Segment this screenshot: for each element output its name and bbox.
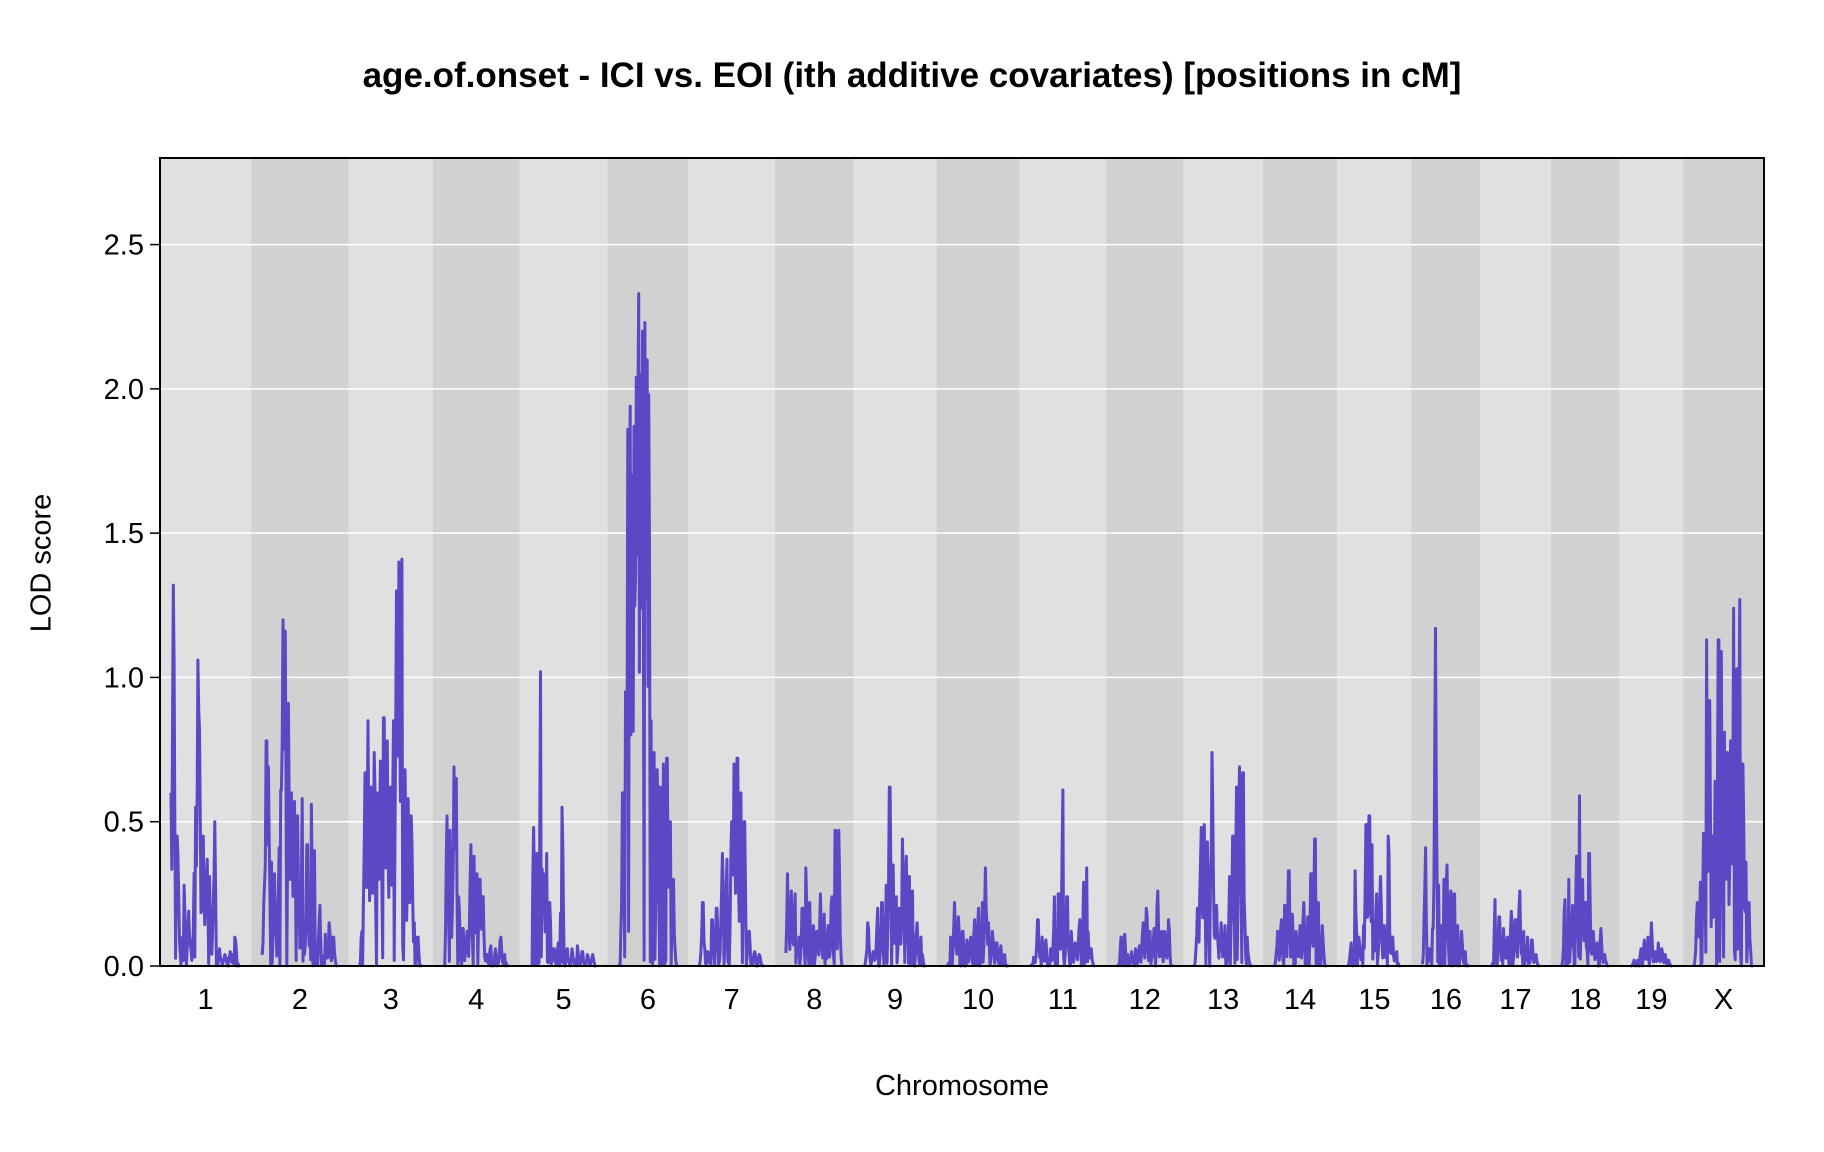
lod-line-chr-18 — [1560, 794, 1610, 968]
x-tick-label-16: 16 — [1430, 984, 1462, 1016]
chromosome-band-19 — [1619, 158, 1684, 966]
chart-title: age.of.onset - ICI vs. EOI (ith additive… — [362, 56, 1462, 95]
lod-line-chr-3 — [358, 557, 423, 968]
y-tick-label-2: 1.0 — [104, 662, 144, 694]
lod-line-chr-10 — [946, 866, 1010, 968]
x-tick-label-19: 19 — [1635, 984, 1667, 1016]
lod-line-chr-13 — [1192, 751, 1253, 968]
chromosome-band-12 — [1106, 158, 1184, 966]
chromosome-band-13 — [1183, 158, 1263, 966]
chromosome-band-18 — [1550, 158, 1620, 966]
y-gridlines — [160, 243, 1764, 823]
y-tick-label-1: 0.5 — [104, 807, 144, 839]
chromosome-band-15 — [1337, 158, 1412, 966]
y-axis-ticks: 0.0 0.5 1.0 1.5 2.0 2.5 — [104, 230, 160, 983]
x-tick-label-15: 15 — [1358, 984, 1390, 1016]
chromosome-band-17 — [1480, 158, 1551, 966]
chromosome-band-16 — [1411, 158, 1481, 966]
chromosome-band-14 — [1262, 158, 1338, 966]
x-tick-label-10: 10 — [962, 984, 994, 1016]
chromosome-band-10 — [936, 158, 1020, 966]
lod-line-chr-16 — [1421, 626, 1470, 968]
lod-line-chr-14 — [1273, 837, 1327, 968]
plot-frame — [159, 157, 1765, 967]
lod-line-chr-6 — [617, 292, 679, 968]
lod-line-chr-X — [1692, 598, 1754, 968]
x-tick-label-3: 3 — [383, 984, 399, 1016]
x-tick-label-11: 11 — [1048, 984, 1078, 1016]
y-tick-label-4: 2.0 — [104, 374, 144, 406]
x-tick-label-X: X — [1714, 984, 1733, 1016]
lod-line-chr-1 — [169, 583, 241, 968]
chromosome-band-9 — [853, 158, 937, 966]
y-tick-label-5: 2.5 — [104, 230, 144, 262]
chromosome-band-8 — [774, 158, 854, 966]
x-tick-label-12: 12 — [1129, 984, 1161, 1016]
x-tick-label-4: 4 — [468, 984, 484, 1016]
lod-line-chr-15 — [1346, 814, 1402, 968]
lod-series — [169, 292, 1754, 968]
x-tick-label-5: 5 — [555, 984, 571, 1016]
x-tick-label-18: 18 — [1569, 984, 1601, 1016]
x-tick-label-9: 9 — [887, 984, 903, 1016]
lod-line-chr-4 — [443, 765, 510, 968]
lod-line-chr-2 — [260, 618, 339, 968]
y-tick-label-3: 1.5 — [104, 518, 144, 550]
x-tick-label-14: 14 — [1284, 984, 1316, 1016]
x-axis-ticks: 1 2 3 4 5 6 7 8 9 10 11 12 13 14 15 16 17 18 19 X — [198, 984, 1734, 1016]
lod-line-chr-5 — [529, 670, 598, 968]
lod-line-chr-7 — [697, 756, 765, 968]
x-axis-label: Chromosome — [874, 1070, 1050, 1102]
x-tick-label-13: 13 — [1207, 984, 1239, 1016]
lod-line-chr-17 — [1490, 889, 1541, 968]
x-tick-label-8: 8 — [806, 984, 822, 1016]
x-tick-label-6: 6 — [640, 984, 656, 1016]
lod-line-chr-19 — [1629, 921, 1673, 968]
x-tick-label-1: 1 — [198, 984, 214, 1016]
x-tick-label-2: 2 — [292, 984, 308, 1016]
y-tick-label-0: 0.0 — [104, 951, 144, 983]
x-tick-label-7: 7 — [724, 984, 740, 1016]
x-tick-label-17: 17 — [1499, 984, 1531, 1016]
lod-line-chr-9 — [863, 785, 927, 968]
